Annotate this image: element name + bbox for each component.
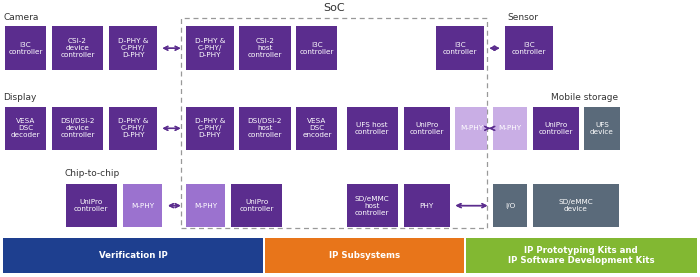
FancyBboxPatch shape <box>186 27 234 70</box>
FancyBboxPatch shape <box>239 27 290 70</box>
FancyBboxPatch shape <box>52 107 103 150</box>
Text: D-PHY &
C-PHY/
D-PHY: D-PHY & C-PHY/ D-PHY <box>195 118 225 138</box>
FancyBboxPatch shape <box>493 107 527 150</box>
Text: D-PHY &
C-PHY/
D-PHY: D-PHY & C-PHY/ D-PHY <box>118 38 148 58</box>
Text: UFS
device: UFS device <box>590 122 614 135</box>
Text: I3C
controller: I3C controller <box>300 42 334 55</box>
Text: M-PHY: M-PHY <box>498 125 522 131</box>
FancyBboxPatch shape <box>533 107 579 150</box>
FancyBboxPatch shape <box>52 27 103 70</box>
FancyBboxPatch shape <box>296 107 337 150</box>
Text: Sensor: Sensor <box>508 12 538 22</box>
FancyBboxPatch shape <box>493 184 527 227</box>
FancyBboxPatch shape <box>231 184 282 227</box>
Text: CSI-2
device
controller: CSI-2 device controller <box>60 38 94 58</box>
Text: IP Subsystems: IP Subsystems <box>329 251 400 260</box>
Text: Chip-to-chip: Chip-to-chip <box>64 169 120 178</box>
Text: SD/eMMC
host
controller: SD/eMMC host controller <box>355 196 390 216</box>
Text: IP Prototyping Kits and
IP Software Development Kits: IP Prototyping Kits and IP Software Deve… <box>508 245 654 265</box>
Text: M-PHY: M-PHY <box>460 125 483 131</box>
Text: UniPro
controller: UniPro controller <box>74 199 108 212</box>
FancyBboxPatch shape <box>404 107 449 150</box>
Text: UFS host
controller: UFS host controller <box>355 122 390 135</box>
FancyBboxPatch shape <box>346 184 398 227</box>
Text: I3C
controller: I3C controller <box>8 42 43 55</box>
Text: VESA
DSC
encoder: VESA DSC encoder <box>302 118 332 138</box>
Text: I/O: I/O <box>505 203 515 209</box>
FancyBboxPatch shape <box>533 184 619 227</box>
FancyBboxPatch shape <box>5 107 46 150</box>
FancyBboxPatch shape <box>109 107 157 150</box>
Text: VESA
DSC
decoder: VESA DSC decoder <box>10 118 41 138</box>
FancyBboxPatch shape <box>123 184 162 227</box>
Text: I3C
controller: I3C controller <box>442 42 477 55</box>
Text: SoC: SoC <box>323 3 345 13</box>
Text: UniPro
controller: UniPro controller <box>410 122 444 135</box>
Text: DSI/DSI-2
host
controller: DSI/DSI-2 host controller <box>248 118 282 138</box>
Text: D-PHY &
C-PHY/
D-PHY: D-PHY & C-PHY/ D-PHY <box>118 118 148 138</box>
FancyBboxPatch shape <box>346 107 398 150</box>
FancyBboxPatch shape <box>505 27 553 70</box>
FancyBboxPatch shape <box>455 107 487 150</box>
FancyBboxPatch shape <box>584 107 620 150</box>
FancyBboxPatch shape <box>296 27 337 70</box>
Text: Display: Display <box>4 93 37 102</box>
Text: UniPro
controller: UniPro controller <box>239 199 274 212</box>
Text: DSI/DSI-2
device
controller: DSI/DSI-2 device controller <box>60 118 94 138</box>
FancyBboxPatch shape <box>109 27 157 70</box>
Text: CSI-2
host
controller: CSI-2 host controller <box>248 38 282 58</box>
FancyBboxPatch shape <box>66 184 117 227</box>
FancyBboxPatch shape <box>436 27 484 70</box>
Text: SD/eMMC
device: SD/eMMC device <box>559 199 594 212</box>
Text: PHY: PHY <box>419 203 434 209</box>
Text: I3C
controller: I3C controller <box>512 42 546 55</box>
FancyBboxPatch shape <box>5 27 46 70</box>
Text: Camera: Camera <box>4 12 39 22</box>
FancyBboxPatch shape <box>404 184 449 227</box>
Text: UniPro
controller: UniPro controller <box>538 122 573 135</box>
Bar <box>4 238 262 273</box>
Bar <box>466 238 696 273</box>
Text: Mobile storage: Mobile storage <box>551 93 618 102</box>
FancyBboxPatch shape <box>239 107 290 150</box>
FancyBboxPatch shape <box>186 184 225 227</box>
Text: D-PHY &
C-PHY/
D-PHY: D-PHY & C-PHY/ D-PHY <box>195 38 225 58</box>
Text: M-PHY: M-PHY <box>194 203 217 209</box>
Text: Verification IP: Verification IP <box>99 251 167 260</box>
Bar <box>265 238 463 273</box>
Bar <box>181 17 486 228</box>
Text: M-PHY: M-PHY <box>132 203 155 209</box>
FancyBboxPatch shape <box>186 107 234 150</box>
